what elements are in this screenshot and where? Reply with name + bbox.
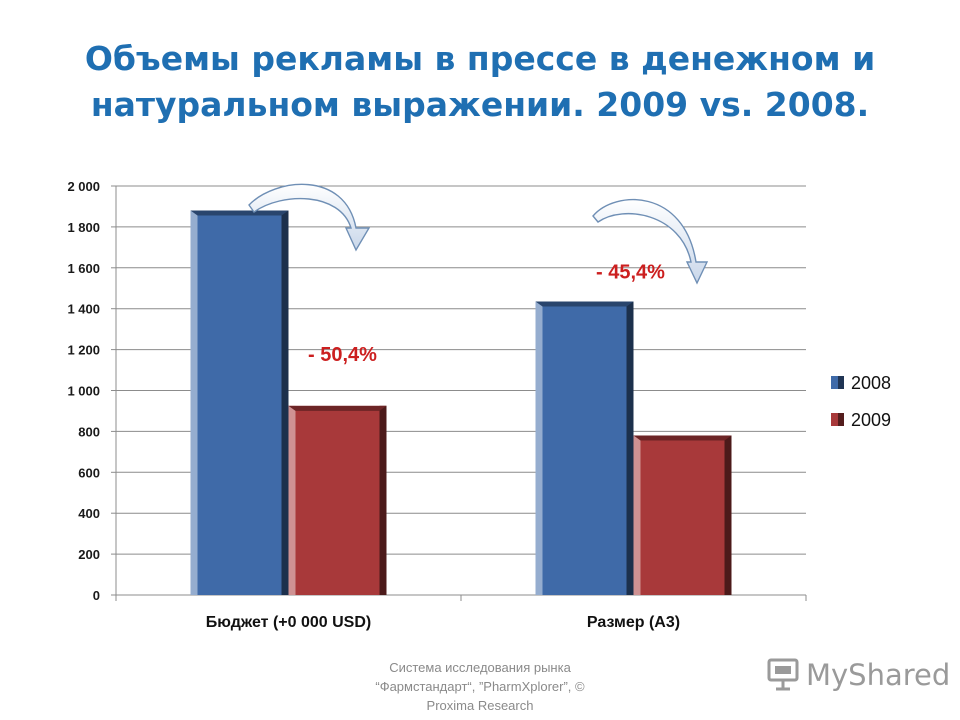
bar-2009 xyxy=(288,405,387,595)
y-tick-label: 200 xyxy=(78,547,100,562)
legend-label: 2009 xyxy=(851,410,891,430)
change-arrows xyxy=(248,183,709,285)
curved-arrow-icon xyxy=(248,183,371,252)
y-tick-label: 600 xyxy=(78,465,100,480)
bars xyxy=(190,210,732,596)
change-annotation: - 50,4% xyxy=(308,344,377,366)
legend-swatch-shade xyxy=(838,413,844,426)
y-tick-label: 1 600 xyxy=(67,261,100,276)
bar-2008 xyxy=(535,301,634,595)
watermark: MyShared xyxy=(766,654,950,694)
legend-label: 2008 xyxy=(851,373,891,393)
bar-2008 xyxy=(190,210,289,596)
source-note-line-1: Система исследования рынка xyxy=(389,660,571,675)
y-tick-label: 2 000 xyxy=(67,179,100,194)
legend: 2008 2009 xyxy=(831,373,891,430)
y-tick-label: 1 800 xyxy=(67,220,100,235)
labels: Бюджет (+0 000 USD) Размер (А3) - 50,4% - 4… xyxy=(206,262,680,631)
chart-title: Объемы рекламы в прессе в денежном и нат… xyxy=(40,36,920,128)
source-note-line-2: “Фармстандарт“, ”PharmXplorer”, © xyxy=(375,679,585,694)
change-annotation: - 45,4% xyxy=(596,262,665,284)
y-tick-label: 1 400 xyxy=(67,302,100,317)
chart-title-line-2: натуральном выражении. 2009 vs. 2008. xyxy=(90,85,870,124)
y-tick-label: 400 xyxy=(78,506,100,521)
source-note: Система исследования рынка “Фармстандарт… xyxy=(330,658,630,715)
x-tick-label: Размер (А3) xyxy=(587,614,680,631)
y-tick-label: 1 000 xyxy=(67,384,100,399)
bar-2009 xyxy=(633,435,732,595)
legend-swatch-shade xyxy=(838,376,844,389)
y-tick-label: 0 xyxy=(93,588,100,603)
y-tick-label: 800 xyxy=(78,424,100,439)
presentation-icon xyxy=(767,658,799,691)
bar-chart: 0 200 400 600 800 1 000 1 200 1 400 1 600 1 800 2 … xyxy=(67,179,891,631)
watermark-text: MyShared xyxy=(806,658,951,692)
y-tick-label: 1 200 xyxy=(67,343,100,358)
curved-arrow-icon xyxy=(592,198,709,285)
chart-title-line-1: Объемы рекламы в прессе в денежном и xyxy=(84,39,876,78)
x-tick-label: Бюджет (+0 000 USD) xyxy=(206,614,371,631)
source-note-line-3: Proxima Research xyxy=(426,698,534,713)
